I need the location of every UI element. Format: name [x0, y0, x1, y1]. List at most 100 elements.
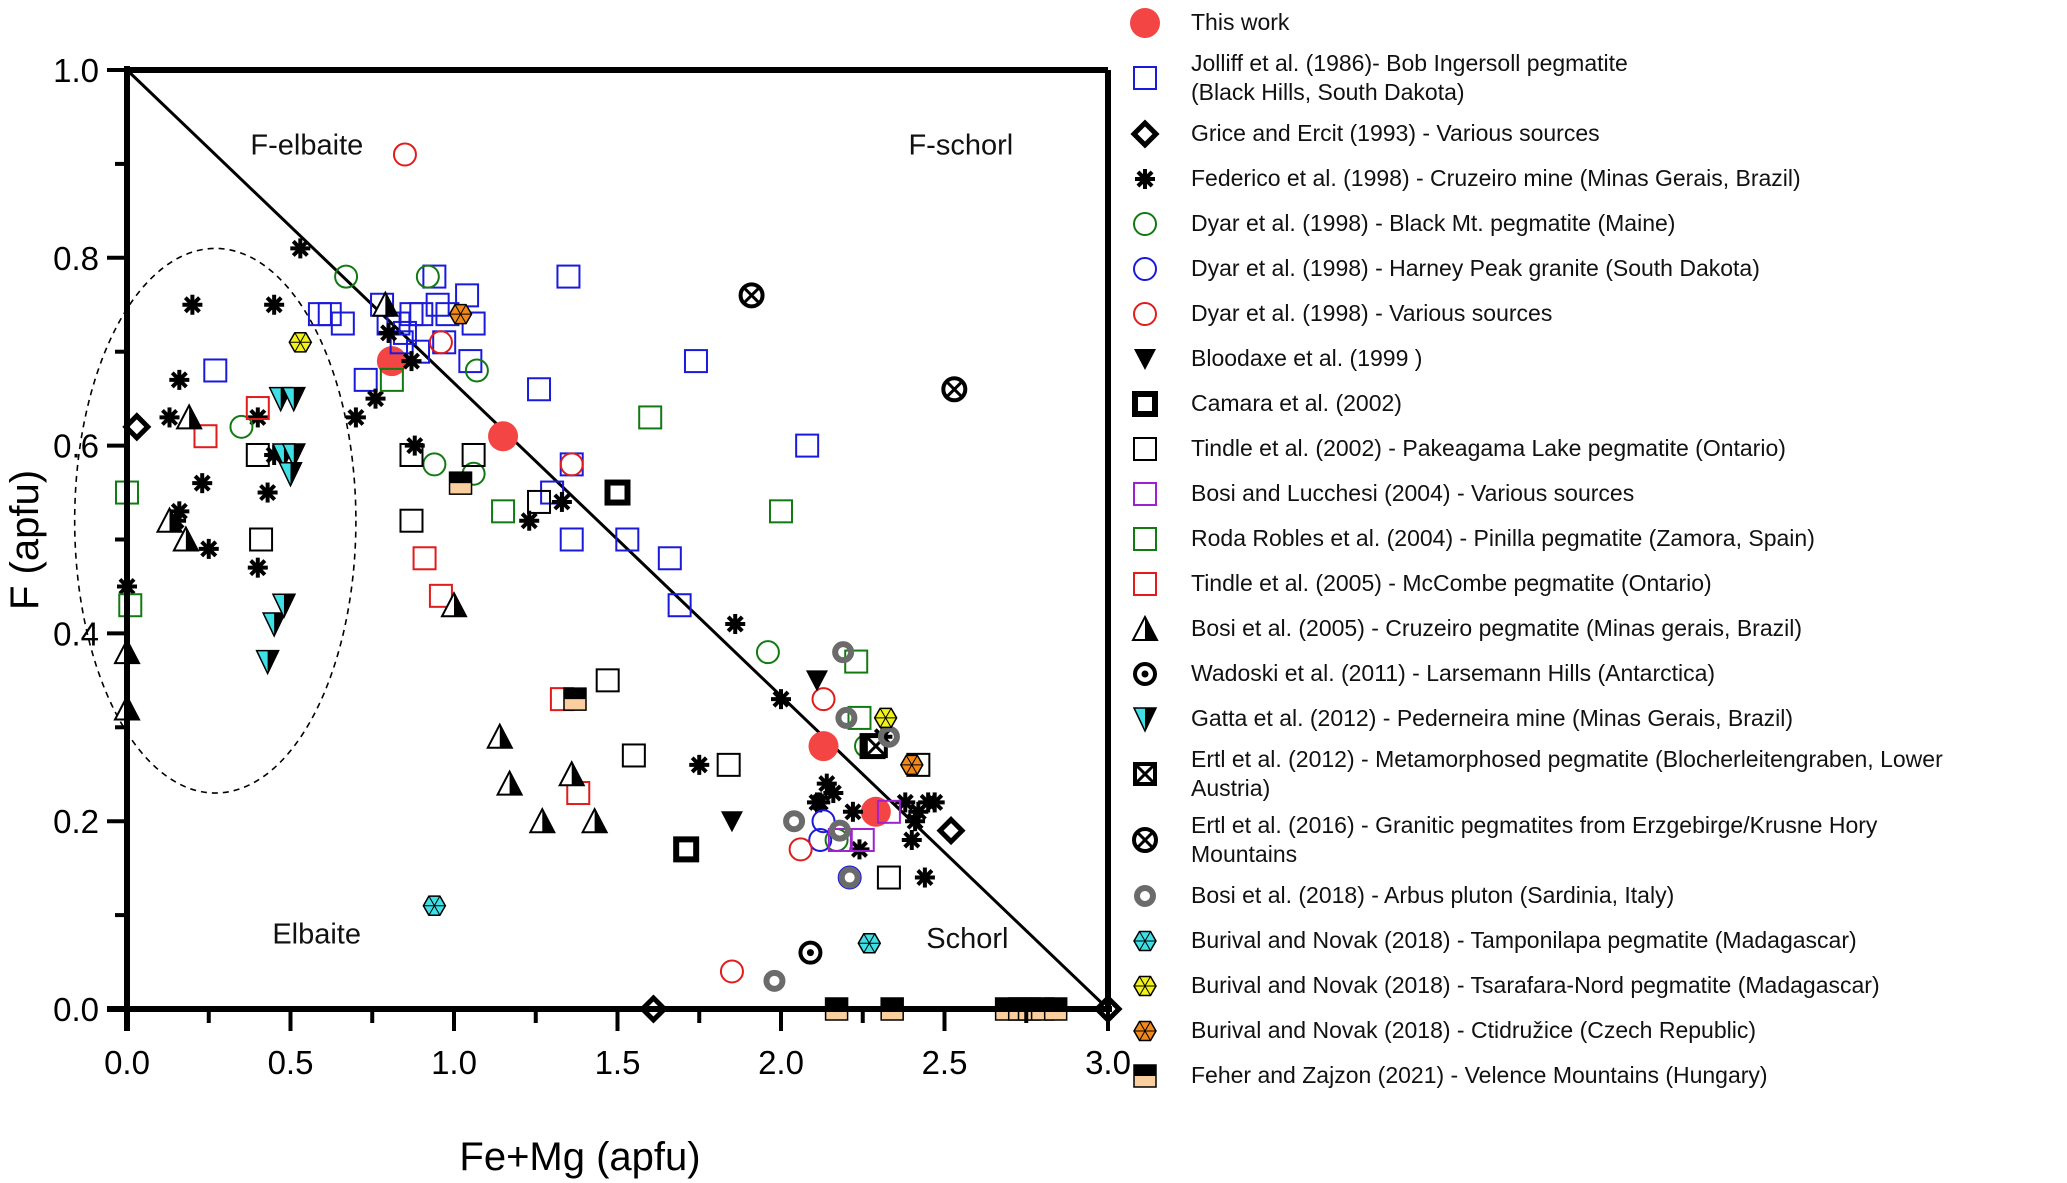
legend-item: Grice and Ercit (1993) - Various sources: [1115, 111, 2051, 156]
legend-label: Wadoski et al. (2011) - Larsemann Hills …: [1191, 660, 1716, 686]
legend-item: Burival and Novak (2018) - Tsarafara-Nor…: [1115, 963, 2051, 1008]
data-point: [399, 442, 424, 467]
data-point: [876, 799, 901, 824]
legend-marker-icon: [1115, 384, 1175, 424]
data-point: [763, 969, 786, 992]
series-21: [448, 303, 924, 776]
legend-marker-icon: [1115, 3, 1175, 43]
data-point: [118, 593, 143, 618]
data-point: [838, 866, 861, 889]
data-point: [895, 792, 916, 813]
data-point: [795, 433, 820, 458]
data-point: [488, 421, 519, 452]
data-point: [918, 792, 939, 813]
legend-marker-icon: [1115, 474, 1175, 514]
data-point: [683, 349, 708, 374]
data-point: [271, 593, 297, 619]
data-point: [667, 593, 692, 618]
data-point: [425, 292, 450, 317]
legend-marker-icon: [1115, 1056, 1175, 1096]
axes: 0.0 0.5 1.0 1.5 2.0 2.5 3.0 0.0 0.2 0.4 0.6 0.8 1.0: [53, 52, 1131, 1081]
data-point: [495, 769, 524, 796]
data-point: [389, 330, 414, 355]
legend-marker-icon: [1115, 820, 1175, 860]
legend-item: Jolliff et al. (1986)- Bob Ingersoll peg…: [1115, 45, 2051, 111]
data-point: [486, 722, 514, 749]
data-point: [755, 640, 780, 665]
legend-marker: [1133, 1063, 1157, 1088]
data-point: [528, 807, 556, 834]
series-19: [422, 895, 882, 954]
data-point: [182, 294, 203, 315]
data-point: [519, 510, 540, 531]
data-point: [716, 752, 741, 777]
data-point: [245, 442, 270, 467]
series-18: [763, 641, 900, 992]
boundary-line: [125, 68, 1110, 1011]
legend-marker: [1133, 975, 1157, 996]
data-point: [899, 754, 924, 776]
data-point: [281, 443, 306, 469]
data-point: [257, 482, 278, 503]
legend-item: Tindle et al. (2005) - McCombe pegmatite…: [1115, 561, 2051, 606]
data-point: [422, 895, 447, 916]
legend-label: Feher and Zajzon (2021) - Velence Mounta…: [1191, 1062, 1768, 1088]
legend-label: Bosi et al. (2018) - Arbus pluton (Sardi…: [1191, 882, 1675, 908]
data-point: [491, 499, 516, 524]
data-point: [835, 706, 858, 729]
y-tick-label: 0.8: [53, 240, 99, 277]
data-point: [860, 796, 891, 827]
legend-label: Bloodaxe et al. (1999 ): [1191, 345, 1423, 371]
data-point: [392, 142, 417, 167]
data-point: [401, 351, 422, 372]
dashed-ellipse: [73, 247, 357, 794]
legend-item: Dyar et al. (1998) - Black Mt. pegmatite…: [1115, 201, 2051, 246]
legend-marker: [1133, 211, 1157, 236]
legend-marker: [1133, 256, 1157, 281]
legend-marker: [1132, 706, 1158, 733]
data-point: [399, 508, 424, 533]
series-6: [392, 142, 836, 984]
data-point: [448, 303, 473, 325]
series-0: [376, 346, 891, 827]
data-point: [621, 743, 646, 768]
series-8: [604, 479, 886, 863]
data-point: [638, 405, 663, 430]
legend-label: Jolliff et al. (1986)- Bob Ingersoll peg…: [1191, 50, 1628, 105]
legend-label: Roda Robles et al. (2004) - Pinilla pegm…: [1191, 525, 1815, 551]
data-point: [247, 407, 268, 428]
legend-label: Tindle et al. (2002) - Pakeagama Lake pe…: [1191, 435, 1786, 461]
legend-label: Dyar et al. (1998) - Various sources: [1191, 300, 1553, 326]
data-point: [278, 462, 303, 488]
data-point: [849, 839, 870, 860]
data-point: [290, 238, 311, 259]
data-point: [172, 525, 200, 552]
legend-marker: [1131, 614, 1159, 641]
x-axis-label: Fe+Mg (apfu): [459, 1135, 700, 1179]
series-14: [798, 940, 823, 965]
series-7: [720, 670, 828, 833]
data-point: [409, 302, 434, 327]
data-point: [317, 302, 342, 327]
data-point: [415, 264, 440, 289]
legend-marker-icon: [1115, 429, 1175, 469]
data-point: [404, 435, 425, 456]
data-point: [448, 471, 473, 495]
legend-marker: [1133, 762, 1157, 786]
data-point: [229, 414, 254, 439]
legend-label: This work: [1191, 9, 1290, 35]
legend-label: Burival and Novak (2018) - Tamponilapa p…: [1191, 927, 1857, 953]
data-point: [264, 294, 285, 315]
data-point: [771, 689, 791, 710]
series-9: [245, 442, 931, 890]
y-tick-label: 0.2: [53, 803, 99, 840]
y-tick-label: 0.4: [53, 615, 99, 652]
data-point: [876, 865, 901, 890]
data-point: [823, 783, 844, 804]
legend-label: Grice and Ercit (1993) - Various sources: [1191, 120, 1600, 146]
legend-marker-icon: [1115, 159, 1175, 199]
x-tick-label: 1.5: [595, 1044, 641, 1081]
legend-item: Ertl et al. (2012) - Metamorphosed pegma…: [1115, 741, 2051, 807]
legend-marker: [1135, 168, 1155, 189]
legend-item: Dyar et al. (1998) - Harney Peak granite…: [1115, 246, 2051, 291]
